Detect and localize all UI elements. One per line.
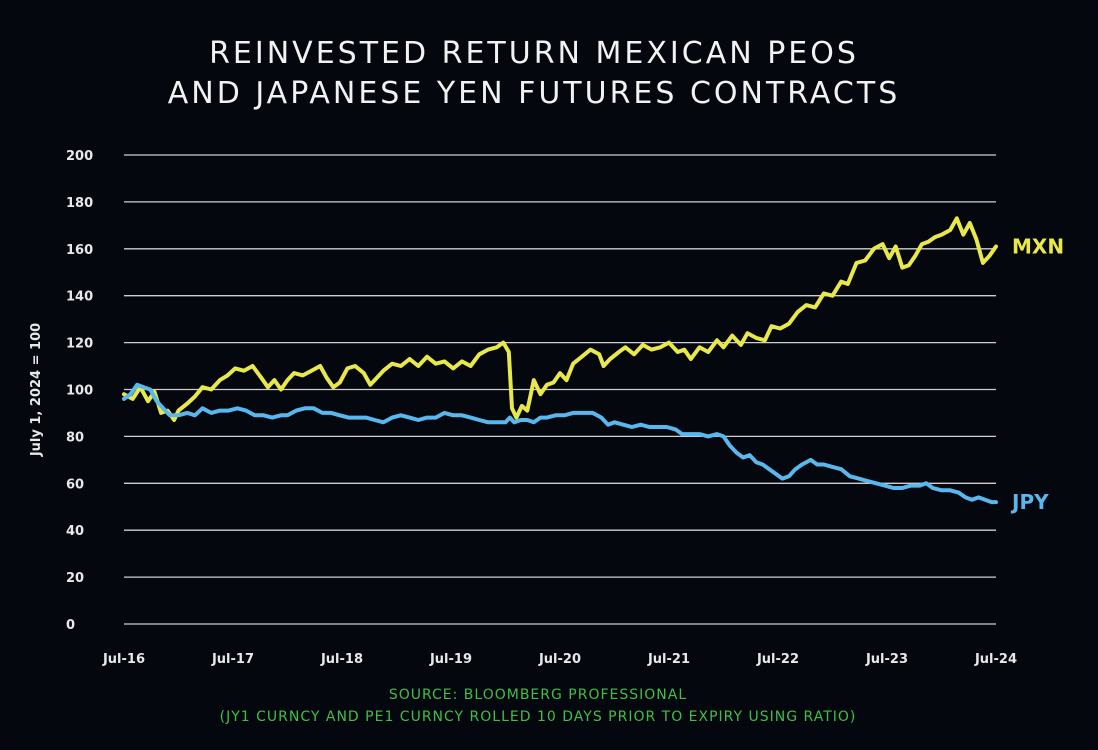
y-tick-label: 160: [66, 243, 93, 258]
y-tick-label: 60: [66, 477, 84, 492]
y-tick-label: 40: [66, 524, 84, 539]
x-tick-label: Jul-21: [647, 652, 690, 667]
chart-title: REINVESTED RETURN MEXICAN PEOS AND JAPAN…: [0, 34, 1068, 114]
y-axis-label: July 1, 2024 = 100: [29, 323, 44, 457]
series-label-jpy: JPY: [1010, 490, 1049, 514]
x-axis-ticks: Jul-16 Jul-17 Jul-18 Jul-19 Jul-20 Jul-21 Jul-…: [102, 652, 1017, 667]
x-tick-label: Jul-20: [538, 652, 581, 667]
y-tick-label: 200: [66, 149, 93, 164]
source-line-1: SOURCE: BLOOMBERG PROFESSIONAL: [388, 687, 688, 703]
y-tick-label: 180: [66, 196, 93, 211]
series-label-mxn: MXN: [1012, 234, 1064, 258]
x-tick-label: Jul-17: [211, 652, 254, 667]
series-lines: [122, 216, 998, 505]
x-tick-label: Jul-22: [756, 652, 799, 667]
y-axis-ticks: 0 20 40 60 80 100 120 140 160 180 200: [66, 149, 93, 633]
y-tick-label: 120: [66, 337, 93, 352]
source-line-2: (JY1 CURNCY AND PE1 CURNCY ROLLED 10 DAY…: [219, 709, 857, 725]
y-tick-label: 140: [66, 290, 93, 305]
y-tick-label: 80: [66, 430, 84, 445]
chart-title-line-2: AND JAPANESE YEN FUTURES CONTRACTS: [167, 76, 901, 111]
line-chart: 0 20 40 60 80 100 120 140 160 180 200 Jul-16 Jul-17…: [29, 149, 1064, 667]
series-line-jpy: [122, 382, 998, 505]
y-tick-label: 100: [66, 384, 93, 399]
x-tick-label: Jul-24: [974, 652, 1017, 667]
series-labels: MXN JPY: [1010, 234, 1064, 514]
y-tick-label: 20: [66, 571, 84, 586]
gridlines: [124, 154, 996, 625]
chart-title-line-1: REINVESTED RETURN MEXICAN PEOS: [209, 36, 859, 71]
x-tick-label: Jul-16: [102, 652, 145, 667]
source-note: SOURCE: BLOOMBERG PROFESSIONAL (JY1 CURN…: [0, 684, 1076, 728]
x-tick-label: Jul-23: [865, 652, 908, 667]
x-tick-label: Jul-18: [320, 652, 363, 667]
y-tick-label: 0: [66, 618, 75, 633]
x-tick-label: Jul-19: [429, 652, 472, 667]
series-line-mxn: [122, 216, 998, 422]
